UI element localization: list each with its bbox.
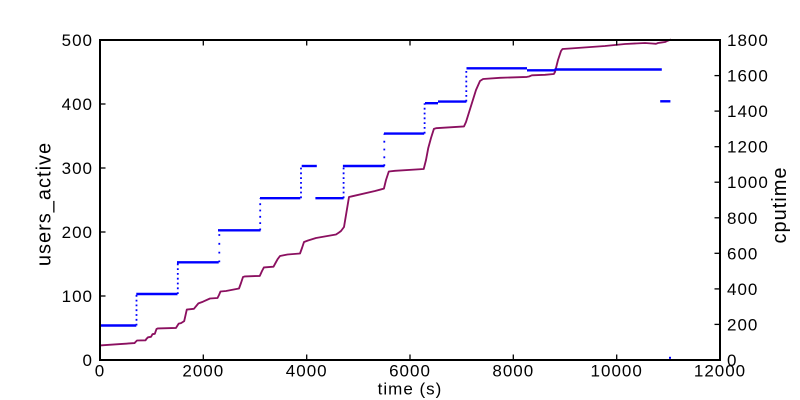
svg-text:400: 400 — [62, 95, 93, 114]
svg-text:1400: 1400 — [727, 102, 769, 121]
svg-text:0: 0 — [83, 351, 93, 370]
svg-text:0: 0 — [727, 351, 737, 370]
svg-text:8000: 8000 — [492, 362, 534, 381]
svg-text:200: 200 — [727, 315, 758, 334]
svg-text:800: 800 — [727, 209, 758, 228]
svg-text:cputime: cputime — [769, 166, 791, 243]
svg-text:6000: 6000 — [389, 362, 431, 381]
svg-text:500: 500 — [62, 31, 93, 50]
svg-text:1000: 1000 — [727, 173, 769, 192]
svg-text:200: 200 — [62, 223, 93, 242]
svg-text:300: 300 — [62, 159, 93, 178]
svg-text:100: 100 — [62, 287, 93, 306]
svg-text:1200: 1200 — [727, 138, 769, 157]
svg-text:2000: 2000 — [182, 362, 224, 381]
svg-text:1600: 1600 — [727, 67, 769, 86]
svg-text:600: 600 — [727, 244, 758, 263]
svg-text:1800: 1800 — [727, 31, 769, 50]
svg-text:10000: 10000 — [591, 362, 643, 381]
svg-text:4000: 4000 — [286, 362, 328, 381]
svg-text:users_active: users_active — [34, 142, 56, 266]
svg-text:400: 400 — [727, 280, 758, 299]
svg-text:time (s): time (s) — [378, 380, 443, 399]
svg-text:0: 0 — [95, 362, 105, 381]
svg-text:12000: 12000 — [694, 362, 746, 381]
